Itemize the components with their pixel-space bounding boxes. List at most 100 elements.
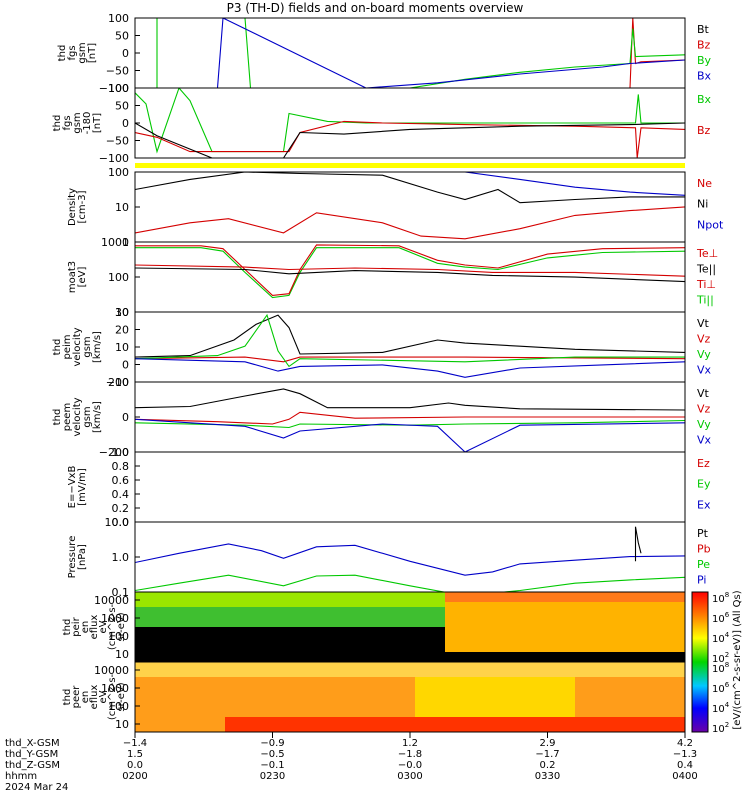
spectrogram-cell: [295, 687, 306, 693]
spectrogram-cell: [425, 677, 436, 683]
spectrogram-cell: [145, 682, 156, 688]
spectrogram-cell: [645, 687, 656, 693]
spectrogram-cell: [435, 697, 446, 703]
spectrogram-cell: [225, 602, 236, 608]
y-tick-label: 1.0: [112, 446, 130, 459]
spectrogram-cell: [585, 597, 596, 603]
spectrogram-cell: [665, 627, 676, 633]
spectrogram-cell: [485, 682, 496, 688]
spectrogram-cell: [375, 677, 386, 683]
spectrogram-cell: [645, 592, 656, 598]
spectrogram-cell: [565, 702, 576, 708]
spectrogram-cell: [205, 627, 216, 633]
y-axis-label: moat3: [67, 261, 78, 293]
spectrogram-cell: [395, 717, 406, 723]
spectrogram-cell: [575, 632, 586, 638]
spectrogram-cell: [455, 642, 466, 648]
spectrogram-cell: [305, 657, 316, 662]
spectrogram-cell: [675, 612, 685, 618]
spectrogram-cell: [195, 727, 206, 732]
spectrogram-cell: [315, 712, 326, 718]
x-tick-label: 0.0: [127, 760, 143, 771]
spectrogram-cell: [275, 707, 286, 713]
spectrogram-cell: [325, 662, 336, 668]
spectrogram-cell: [335, 617, 346, 623]
spectrogram-cell: [465, 662, 476, 668]
spectrogram-cell: [565, 627, 576, 633]
spectrogram-cell: [495, 647, 506, 653]
spectrogram-cell: [215, 647, 226, 653]
spectrogram-cell: [645, 682, 656, 688]
spectrogram-cell: [185, 632, 196, 638]
spectrogram-cell: [445, 717, 456, 723]
spectrogram-cell: [445, 657, 456, 662]
spectrogram-cell: [535, 707, 546, 713]
spectrogram-cell: [375, 702, 386, 708]
spectrogram-cell: [525, 717, 536, 723]
spectrogram-cell: [515, 687, 526, 693]
spectrogram-cell: [355, 682, 366, 688]
spectrogram-cell: [565, 692, 576, 698]
y-axis-label: E=−VxB: [67, 466, 78, 509]
spectrogram-cell: [665, 607, 676, 613]
spectrogram-cell: [645, 632, 656, 638]
spectrogram-cell: [635, 642, 646, 648]
spectrogram-cell: [435, 602, 446, 608]
spectrogram-cell: [295, 702, 306, 708]
spectrogram-cell: [565, 597, 576, 603]
spectrogram-cell: [595, 612, 606, 618]
spectrogram-cell: [675, 722, 685, 728]
spectrogram-cell: [275, 702, 286, 708]
spectrogram-cell: [145, 657, 156, 662]
spectrogram-cell: [445, 692, 456, 698]
y-tick-label: 0.2: [112, 502, 130, 515]
spectrogram-cell: [205, 712, 216, 718]
spectrogram-cell: [135, 632, 146, 638]
spectrogram-cell: [385, 697, 396, 703]
spectrogram-cell: [545, 597, 556, 603]
spectrogram-cell: [535, 712, 546, 718]
spectrogram-cell: [355, 642, 366, 648]
spectrogram-cell: [565, 677, 576, 683]
spectrogram-cell: [605, 627, 616, 633]
spectrogram-cell: [515, 622, 526, 628]
y-axis-label: thd: [52, 115, 63, 132]
spectrogram-cell: [495, 667, 506, 673]
x-tick-label: −1.4: [123, 738, 147, 749]
spectrogram-cell: [325, 607, 336, 613]
spectrogram-cell: [135, 622, 146, 628]
spectrogram-cell: [205, 662, 216, 668]
spectrogram-cell: [635, 667, 646, 673]
spectrogram-cell: [555, 622, 566, 628]
legend-entry: Vx: [697, 434, 712, 447]
spectrogram-cell: [345, 592, 356, 598]
spectrogram-cell: [425, 632, 436, 638]
spectrogram-cell: [645, 612, 656, 618]
spectrogram-cell: [285, 652, 296, 658]
spectrogram-cell: [155, 607, 166, 613]
spectrogram-cell: [315, 667, 326, 673]
spectrogram-cell: [415, 632, 426, 638]
spectrogram-cell: [605, 637, 616, 643]
spectrogram-cell: [225, 707, 236, 713]
spectrogram-cell: [655, 632, 666, 638]
spectrogram-cell: [525, 722, 536, 728]
spectrogram-cell: [135, 607, 146, 613]
spectrogram-cell: [145, 612, 156, 618]
spectrogram-cell: [505, 702, 516, 708]
spectrogram-cell: [585, 672, 596, 678]
spectrogram-cell: [195, 697, 206, 703]
y-tick-label: 10: [115, 201, 129, 214]
spectrogram-cell: [585, 702, 596, 708]
spectrogram-cell: [605, 632, 616, 638]
spectrogram-cell: [445, 722, 456, 728]
spectrogram-cell: [645, 727, 656, 732]
spectrogram-cell: [585, 632, 596, 638]
spectrogram-cell: [445, 632, 456, 638]
spectrogram-cell: [555, 712, 566, 718]
spectrogram-cell: [245, 597, 256, 603]
y-axis-label: eV: [98, 690, 109, 703]
spectrogram-cell: [595, 607, 606, 613]
spectrogram-cell: [285, 622, 296, 628]
spectrogram-cell: [285, 692, 296, 698]
